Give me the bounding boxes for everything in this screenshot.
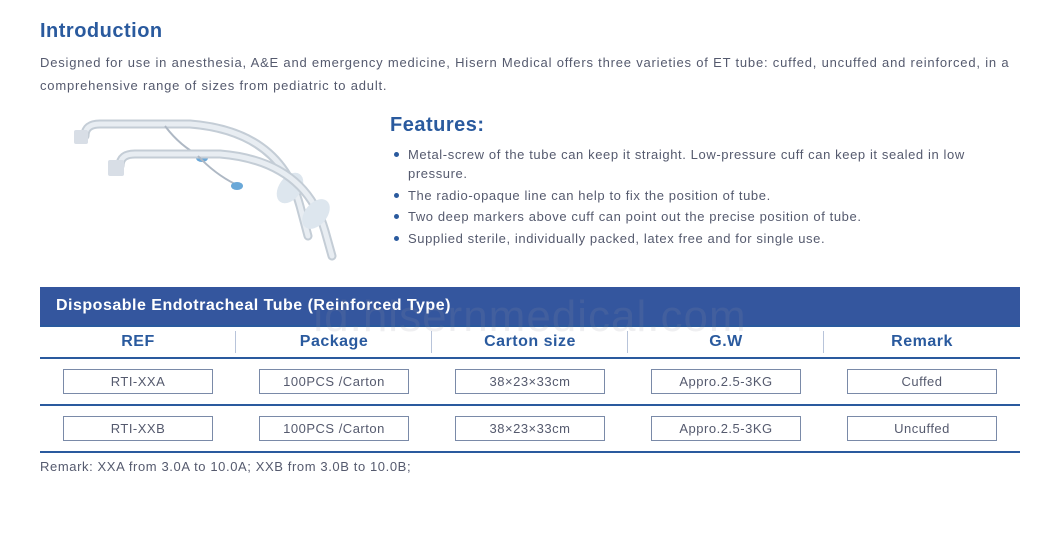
intro-title: Introduction (40, 20, 1020, 43)
table-title: Disposable Endotracheal Tube (Reinforced… (40, 287, 1020, 325)
feature-item: Metal-screw of the tube can keep it stra… (390, 145, 1020, 184)
col-ref: REF (40, 333, 236, 351)
table-note: Remark: XXA from 3.0A to 10.0A; XXB from… (40, 459, 1020, 474)
col-remark: Remark (824, 333, 1020, 351)
cell-carton: 38×23×33cm (455, 416, 605, 441)
table-row: RTI-XXB 100PCS /Carton 38×23×33cm Appro.… (40, 406, 1020, 453)
col-gw: G.W (628, 333, 824, 351)
feature-item: The radio-opaque line can help to fix th… (390, 186, 1020, 206)
cell-remark: Cuffed (847, 369, 997, 394)
col-package: Package (236, 333, 432, 351)
cell-gw: Appro.2.5-3KG (651, 369, 801, 394)
cell-gw: Appro.2.5-3KG (651, 416, 801, 441)
cell-ref: RTI-XXA (63, 369, 213, 394)
feature-item: Supplied sterile, individually packed, l… (390, 229, 1020, 249)
cell-package: 100PCS /Carton (259, 369, 409, 394)
cell-ref: RTI-XXB (63, 416, 213, 441)
spec-table: Disposable Endotracheal Tube (Reinforced… (40, 287, 1020, 474)
tube-illustration (50, 116, 350, 266)
product-image (40, 114, 360, 269)
table-header-row: REF Package Carton size G.W Remark (40, 325, 1020, 359)
mid-row: Features: Metal-screw of the tube can ke… (40, 114, 1020, 269)
col-carton: Carton size (432, 333, 628, 351)
features-title: Features: (390, 114, 1020, 137)
intro-text: Designed for use in anesthesia, A&E and … (40, 51, 1020, 98)
cell-carton: 38×23×33cm (455, 369, 605, 394)
features-column: Features: Metal-screw of the tube can ke… (390, 114, 1020, 269)
cell-remark: Uncuffed (847, 416, 997, 441)
cell-package: 100PCS /Carton (259, 416, 409, 441)
table-row: RTI-XXA 100PCS /Carton 38×23×33cm Appro.… (40, 359, 1020, 406)
feature-item: Two deep markers above cuff can point ou… (390, 207, 1020, 227)
